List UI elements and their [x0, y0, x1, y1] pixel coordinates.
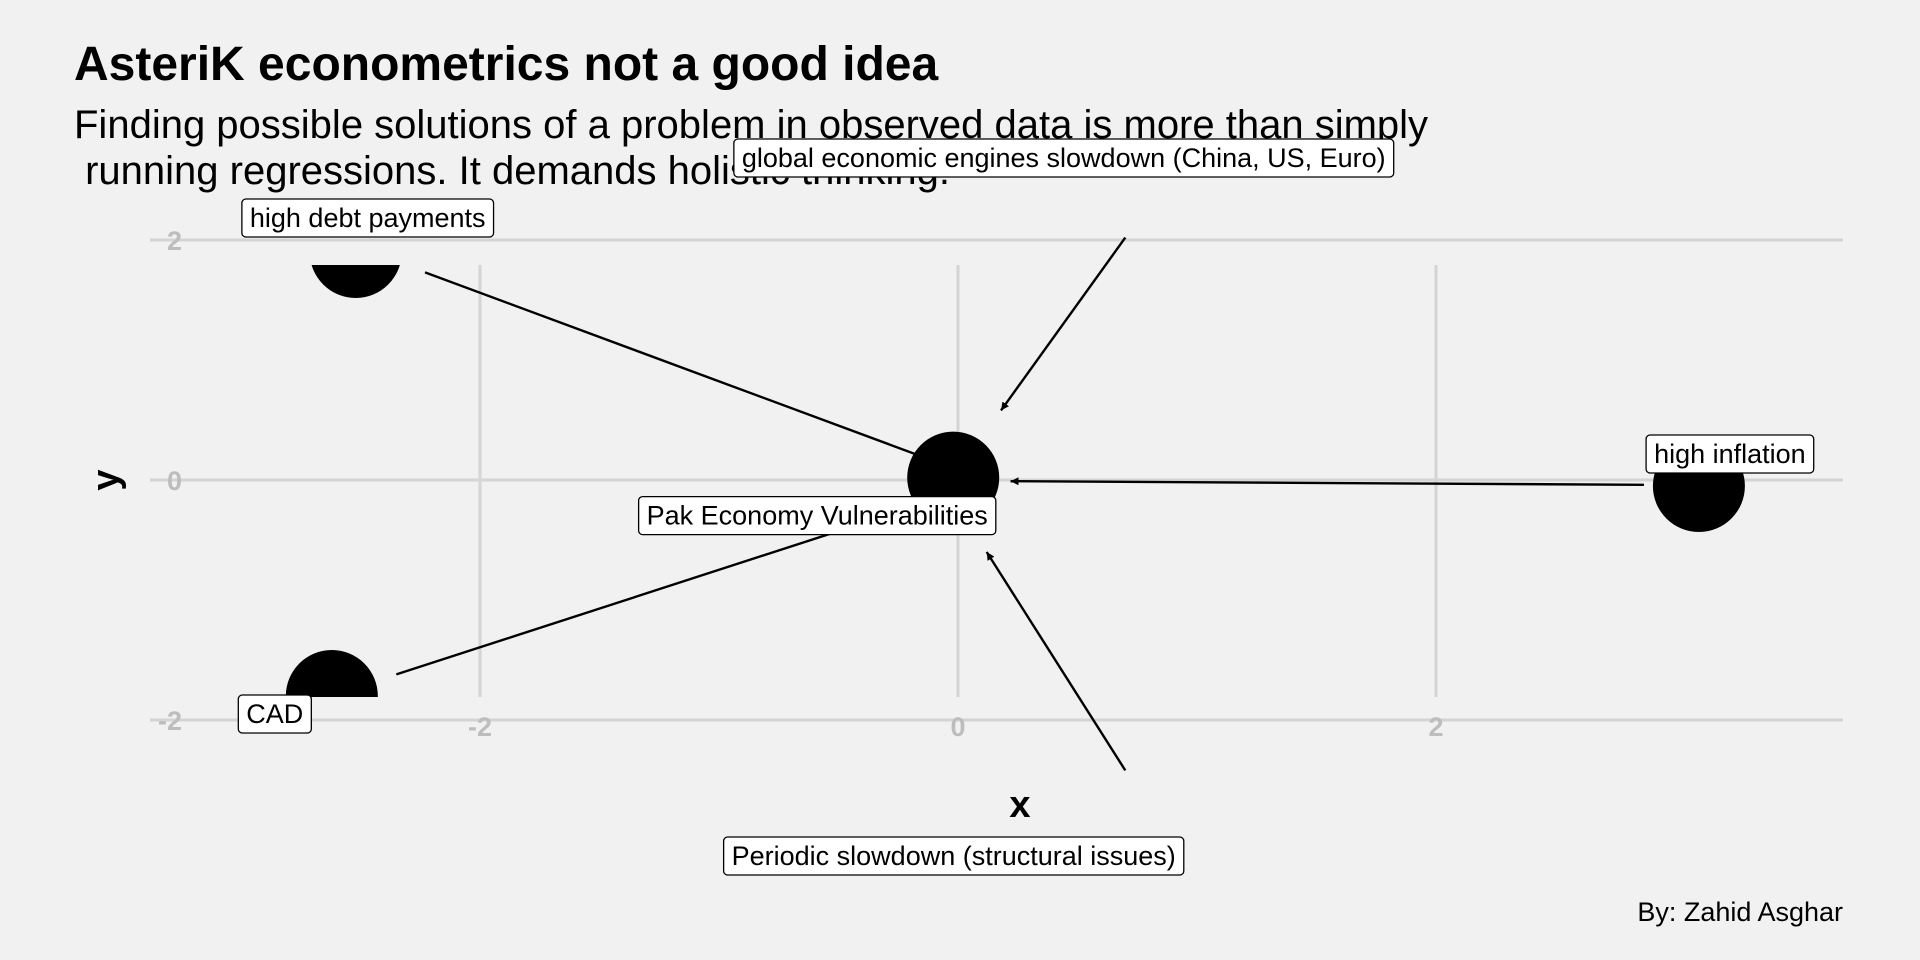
label-text: Pak Economy Vulnerabilities [647, 501, 988, 531]
y-tick-label: -2 [158, 706, 182, 736]
y-tick-label: 2 [167, 226, 182, 256]
label-text: Periodic slowdown (structural issues) [732, 841, 1176, 871]
x-tick-label: 2 [1428, 712, 1443, 742]
label-box [637, 495, 997, 536]
x-tick-label: 0 [950, 712, 965, 742]
node-label-periodic: Periodic slowdown (structural issues) [722, 836, 1185, 876]
label-text: high debt payments [250, 203, 486, 233]
label-box [733, 138, 1395, 178]
label-text: global economic engines slowdown (China,… [742, 143, 1386, 173]
chart-title: AsteriK econometrics not a good idea [74, 38, 938, 91]
label-box [237, 694, 312, 734]
y-axis-ticks: 2 0 -2 [158, 226, 182, 736]
label-box [241, 198, 495, 238]
edge-arrow-periodic [985, 551, 1127, 772]
x-axis-ticks: -2 0 2 [468, 712, 1444, 742]
node-label-inflation: high inflation [1645, 434, 1815, 474]
label-text: CAD [246, 699, 303, 729]
label-box [1645, 434, 1815, 474]
caption: By: Zahid Asghar [1637, 897, 1843, 927]
node-label-global: global economic engines slowdown (China,… [733, 138, 1395, 178]
label-box [722, 836, 1185, 876]
edges [395, 236, 1644, 772]
edge-arrow-global [1000, 236, 1127, 412]
node-debt [311, 265, 400, 298]
edge-arrow-inflation [1010, 477, 1644, 486]
node-labels: Pak Economy Vulnerabilities high debt pay… [237, 138, 1815, 876]
y-axis-title: y [85, 469, 127, 490]
edge-arrow-debt [424, 271, 928, 460]
node-label-cad: CAD [237, 694, 312, 734]
node-label-debt: high debt payments [241, 198, 495, 238]
label-text: high inflation [1654, 439, 1806, 469]
y-tick-label: 0 [167, 466, 182, 496]
node-label-center: Pak Economy Vulnerabilities [637, 495, 997, 536]
x-tick-label: -2 [468, 712, 492, 742]
grid-lines [150, 238, 1843, 722]
node-cad [285, 650, 378, 697]
x-axis-title: x [1009, 784, 1030, 826]
